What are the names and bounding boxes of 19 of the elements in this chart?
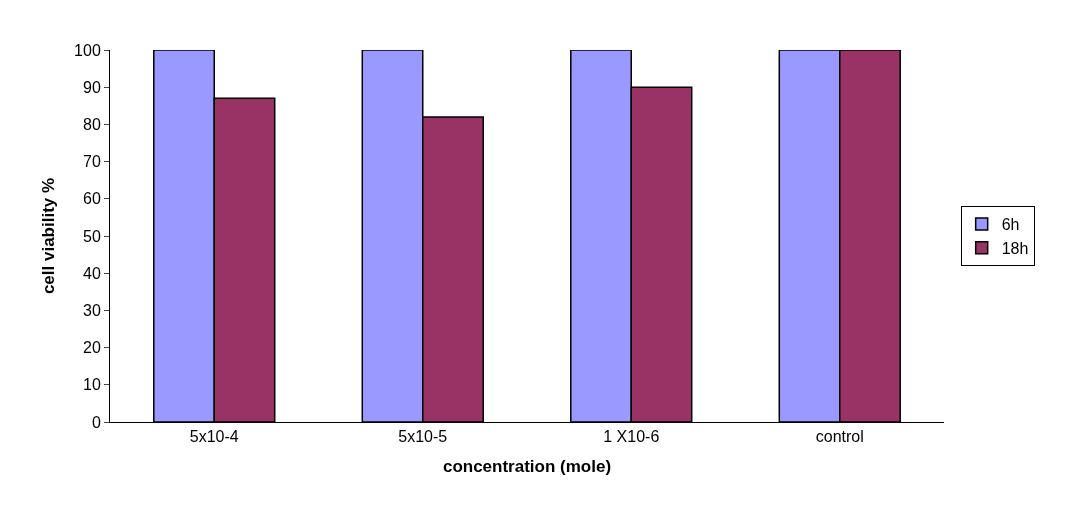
y-tick-label: 60	[83, 190, 101, 208]
y-tick-label: 70	[83, 153, 101, 171]
y-tick-label: 10	[83, 376, 101, 394]
y-tick-label: 100	[74, 41, 101, 59]
y-tick-label: 80	[83, 116, 101, 133]
x-tick-label: 5x10-4	[189, 428, 239, 446]
x-tick-label: control	[815, 428, 864, 446]
x-axis-title: concentration (mole)	[442, 456, 612, 476]
legend-label: 18h	[1001, 239, 1029, 257]
y-tick-label: 30	[83, 302, 101, 319]
legend-label: 6h	[1001, 216, 1020, 234]
y-tick-label: 0	[91, 413, 101, 431]
y-tick-label: 50	[83, 227, 101, 245]
x-tick-label: 1 X10-6	[603, 428, 660, 446]
y-tick-label: 40	[83, 264, 101, 282]
x-tick-label: 5x10-5	[398, 428, 448, 446]
y-tick-label: 90	[83, 78, 101, 96]
y-tick-label: 20	[83, 339, 101, 357]
y-axis-title: cell viability %	[38, 177, 58, 295]
